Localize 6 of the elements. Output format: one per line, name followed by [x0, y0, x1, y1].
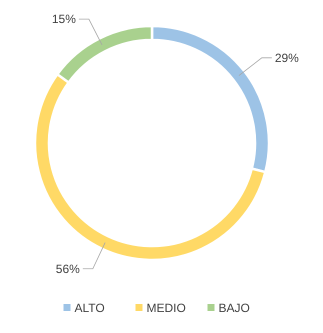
- data-label: 15%: [52, 12, 76, 26]
- data-label: 56%: [56, 262, 80, 276]
- data-label: 29%: [274, 50, 300, 65]
- legend-label: BAJO: [218, 301, 250, 315]
- legend-label: MEDIO: [146, 301, 186, 315]
- legend-label: ALTO: [74, 301, 105, 315]
